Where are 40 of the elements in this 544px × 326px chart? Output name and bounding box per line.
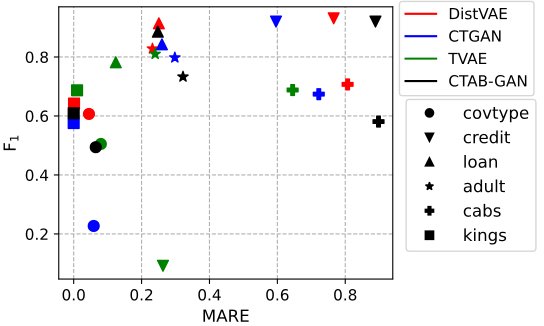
point bbox=[82, 108, 96, 120]
point bbox=[312, 88, 325, 100]
x-axis-title: MARE bbox=[203, 310, 249, 322]
legend-label: adult bbox=[464, 179, 505, 192]
point bbox=[177, 70, 189, 82]
x-tick-label: 0.0 bbox=[62, 289, 85, 301]
y-tick-label: 0.8 bbox=[26, 51, 48, 64]
point bbox=[270, 16, 282, 28]
point bbox=[110, 56, 122, 68]
point bbox=[71, 84, 84, 96]
x-tick-label: 0.8 bbox=[334, 289, 356, 301]
legend-label: credit bbox=[464, 130, 510, 144]
legend-label: kings bbox=[464, 228, 506, 245]
legend-label: cabs bbox=[464, 204, 501, 217]
point bbox=[156, 260, 170, 272]
x-tick-label: 0.4 bbox=[198, 289, 221, 301]
legend-label: CTGAN bbox=[449, 30, 501, 42]
legend-label: TVAE bbox=[448, 52, 486, 64]
point bbox=[372, 115, 385, 128]
legend-label: loan bbox=[464, 154, 497, 168]
y-tick-label: 0.4 bbox=[26, 169, 48, 181]
point bbox=[169, 52, 181, 63]
y-axis-title: F$_{1}$ bbox=[4, 136, 18, 150]
point bbox=[156, 38, 168, 50]
x-tick-label: 0.2 bbox=[130, 289, 152, 301]
point bbox=[342, 78, 354, 90]
point bbox=[68, 107, 80, 120]
legend-label: DistVAE bbox=[450, 8, 507, 20]
legend-label: covtype bbox=[464, 107, 528, 122]
y-tick-label: 0.6 bbox=[26, 110, 48, 122]
point bbox=[149, 48, 161, 60]
point bbox=[328, 12, 340, 24]
y-tick-label: 0.2 bbox=[26, 228, 48, 240]
point bbox=[152, 26, 164, 38]
point bbox=[90, 141, 102, 154]
point bbox=[369, 16, 382, 28]
legend-label: CTAB-GAN bbox=[449, 75, 526, 87]
point bbox=[88, 220, 100, 232]
x-tick-label: 0.6 bbox=[266, 289, 289, 301]
point bbox=[286, 84, 299, 96]
